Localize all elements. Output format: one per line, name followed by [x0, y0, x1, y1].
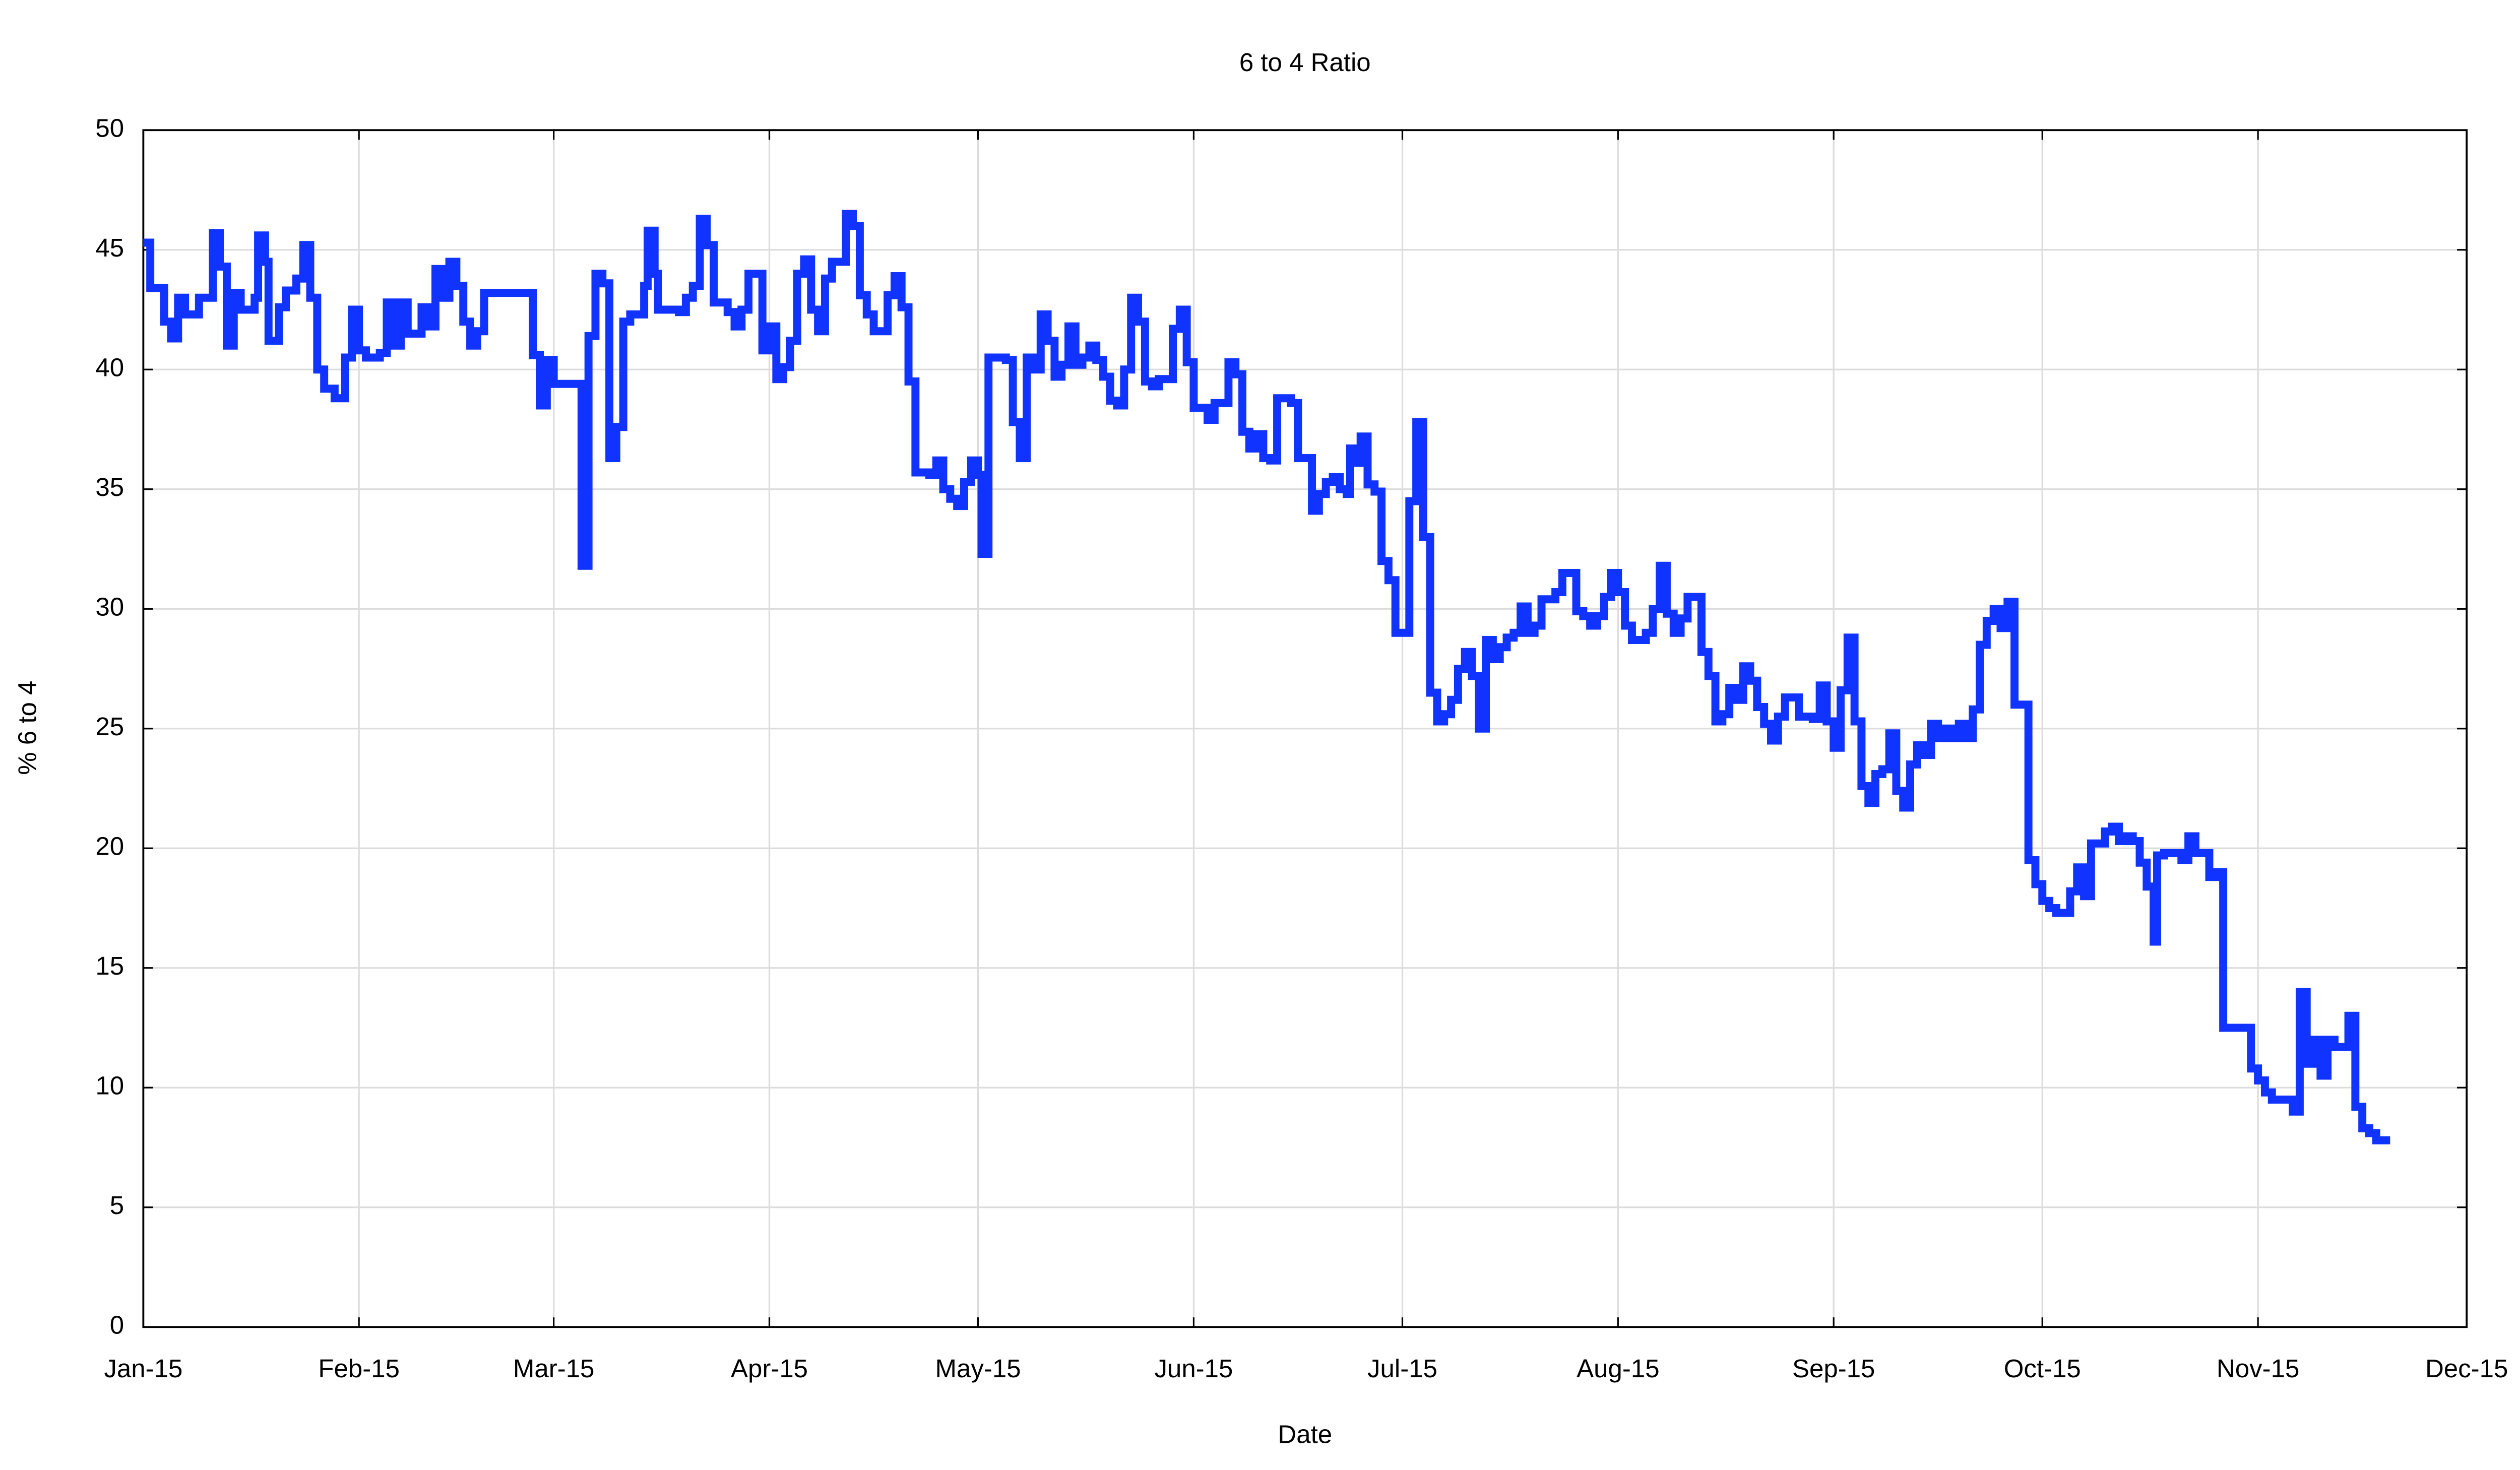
- y-tick-label: 25: [95, 712, 124, 741]
- y-tick-label: 40: [95, 353, 124, 382]
- x-tick-label: Sep-15: [1792, 1354, 1875, 1383]
- x-tick-label: May-15: [935, 1354, 1021, 1383]
- x-tick-label: Feb-15: [318, 1354, 400, 1383]
- y-tick-label: 35: [95, 473, 124, 501]
- x-tick-label: Nov-15: [2217, 1354, 2299, 1383]
- x-tick-label: Jul-15: [1367, 1354, 1437, 1383]
- y-tick-label: 15: [95, 951, 124, 980]
- y-tick-label: 20: [95, 832, 124, 861]
- y-tick-label: 50: [95, 114, 124, 143]
- x-tick-label: Jun-15: [1154, 1354, 1233, 1383]
- y-tick-label: 30: [95, 593, 124, 621]
- y-tick-label: 0: [110, 1311, 124, 1339]
- x-tick-label: Dec-15: [2425, 1354, 2508, 1383]
- x-tick-label: Mar-15: [513, 1354, 595, 1383]
- data-line: [143, 210, 2390, 1144]
- x-tick-label: Oct-15: [2004, 1354, 2081, 1383]
- y-tick-label: 10: [95, 1071, 124, 1100]
- plot-frame: [142, 129, 2468, 1328]
- y-tick-label: 45: [95, 233, 124, 262]
- x-tick-label: Apr-15: [731, 1354, 808, 1383]
- x-tick-label: Jan-15: [104, 1354, 182, 1383]
- y-axis-label: % 6 to 4: [13, 681, 41, 775]
- x-tick-label: Aug-15: [1577, 1354, 1659, 1383]
- chart-title: 6 to 4 Ratio: [1239, 48, 1371, 77]
- x-axis-label: Date: [1278, 1420, 1332, 1449]
- y-tick-label: 5: [110, 1191, 124, 1220]
